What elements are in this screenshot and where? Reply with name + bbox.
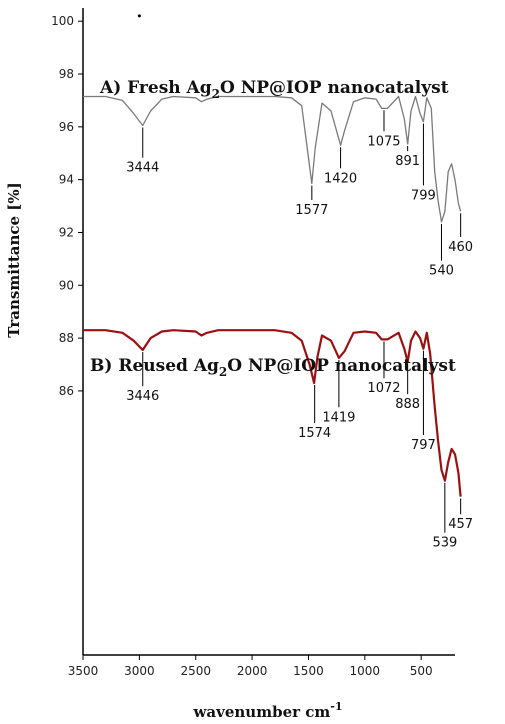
y-tick-label: 88 <box>59 331 74 345</box>
peak-label: 799 <box>411 188 436 203</box>
y-tick-label: 92 <box>59 225 74 239</box>
x-tick-label: 1000 <box>350 664 381 678</box>
series-b-title: B) Reused Ag2O NP@IOP nanocatalyst <box>90 356 456 379</box>
x-tick-label: 2000 <box>237 664 268 678</box>
x-tick-label: 1500 <box>293 664 324 678</box>
peak-label: 540 <box>429 264 454 279</box>
peak-label: 460 <box>448 240 473 255</box>
axes: 100 98 96 94 92 90 88 86 3500 3000 2500 2000 1500 100… <box>51 8 455 678</box>
series-a-line <box>83 95 462 223</box>
peak-label: 888 <box>395 397 420 412</box>
series-b-line <box>83 329 462 497</box>
x-tick-label: 3000 <box>124 664 155 678</box>
peak-label: 1075 <box>367 134 400 149</box>
y-tick-label: 90 <box>59 278 74 292</box>
stray-dot <box>137 14 141 18</box>
series-a-title: A) Fresh Ag2O NP@IOP nanocatalyst <box>99 78 449 101</box>
y-tick-label: 96 <box>59 120 74 134</box>
peak-label: 891 <box>395 154 420 169</box>
peak-label: 797 <box>411 438 436 453</box>
x-tick-label: 2500 <box>180 664 211 678</box>
y-tick-label: 100 <box>51 14 74 28</box>
x-tick-label: 3500 <box>68 664 99 678</box>
x-tick-label: 500 <box>410 664 433 678</box>
y-tick-label: 86 <box>59 384 74 398</box>
peak-label: 1419 <box>322 410 355 425</box>
y-tick-label: 98 <box>59 67 74 81</box>
y-tick-label: 94 <box>59 173 74 187</box>
peak-label: 1072 <box>367 381 400 396</box>
y-axis-label: Transmittance [%] <box>5 182 23 337</box>
peak-label: 3444 <box>126 161 159 176</box>
series-layer <box>83 95 462 497</box>
annotation-layer: 3444 1577 1420 1075 891 799 540 460 3446 15741419… <box>126 110 473 551</box>
peak-label: 539 <box>432 536 457 551</box>
x-axis-label: wavenumber cm-1 <box>193 700 343 721</box>
peak-label: 1574 <box>298 426 331 441</box>
peak-label: 457 <box>448 517 473 532</box>
peak-label: 1577 <box>295 203 328 218</box>
peak-label: 1420 <box>324 171 357 186</box>
peak-label: 3446 <box>126 389 159 404</box>
